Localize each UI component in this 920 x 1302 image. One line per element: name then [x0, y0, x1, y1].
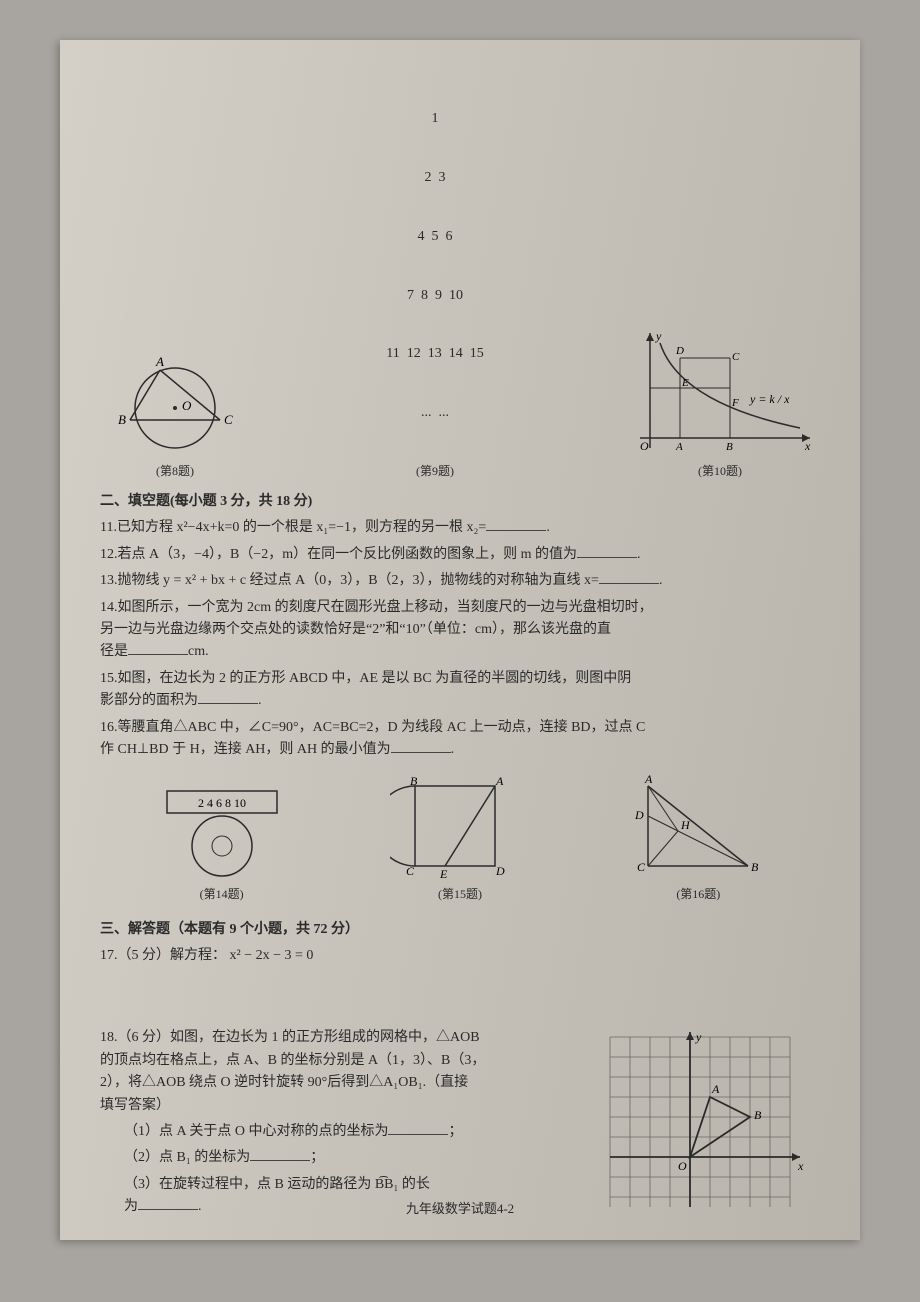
- q18-sub1-text: （1）点 A 关于点 O 中心对称的点的坐标为: [124, 1124, 388, 1139]
- q11-text: 11.已知方程 x²−4x+k=0 的一个根是 x₁=−1，则方程的另一根 x₂…: [100, 520, 486, 535]
- question-15: 15.如图，在边长为 2 的正方形 ABCD 中，AE 是以 BC 为直径的半圆…: [100, 668, 820, 713]
- label-x: x: [797, 1159, 804, 1173]
- label-D: D: [634, 808, 644, 822]
- q14c: 径是: [100, 644, 128, 659]
- q16b: 作 CH⊥BD 于 H，连接 AH，则 AH 的最小值为: [100, 742, 391, 757]
- label-F: F: [731, 397, 739, 409]
- label-O: O: [678, 1159, 687, 1173]
- label-A: A: [155, 354, 164, 369]
- q18-line: 2），将△AOB 绕点 O 逆时针旋转 90°后得到△A₁OB₁.（直接: [100, 1072, 584, 1094]
- q18-sub1: （1）点 A 关于点 O 中心对称的点的坐标为；: [100, 1121, 584, 1143]
- figure-15: B A C D E (第15题): [390, 771, 530, 904]
- triangle-row: ... ...: [386, 403, 483, 423]
- triangle-row: 7 8 9 10: [386, 286, 483, 306]
- figure-9-caption: (第9题): [386, 462, 483, 481]
- figure-14-svg: 2 4 6 8 10: [147, 781, 297, 881]
- label-A: A: [711, 1082, 720, 1096]
- question-13: 13.抛物线 y = x² + bx + c 经过点 A（0，3），B（2，3）…: [100, 570, 820, 592]
- figure-8-caption: (第8题): [100, 462, 250, 481]
- figure-18: O x y A B: [600, 1027, 820, 1225]
- figure-8: O A B C (第8题): [100, 348, 250, 481]
- q18-line: 的顶点均在格点上，点 A、B 的坐标分别是 A（1，3）、B（3，: [100, 1050, 584, 1072]
- label-C: C: [224, 412, 233, 427]
- label-B: B: [754, 1108, 762, 1122]
- q18-line: 填写答案）: [100, 1095, 584, 1117]
- label-B: B: [726, 441, 733, 453]
- label-formula: y = k / x: [749, 392, 790, 406]
- label-y: y: [695, 1030, 702, 1044]
- blank: [391, 739, 451, 753]
- question-11: 11.已知方程 x²−4x+k=0 的一个根是 x₁=−1，则方程的另一根 x₂…: [100, 517, 820, 539]
- blank: [198, 690, 258, 704]
- q15a: 15.如图，在边长为 2 的正方形 ABCD 中，AE 是以 BC 为直径的半圆…: [100, 671, 631, 686]
- q14a: 14.如图所示，一个宽为 2cm 的刻度尺在圆形光盘上移动，当刻度尺的一边与光盘…: [100, 600, 653, 615]
- question-18-text: 18.（6 分）如图，在边长为 1 的正方形组成的网格中，△AOB 的顶点均在格…: [100, 1027, 584, 1225]
- figure-9: 1 2 3 4 5 6 7 8 9 10 11 12 13 14 15 ... …: [386, 70, 483, 481]
- label-E: E: [681, 377, 689, 389]
- blank: [599, 570, 659, 584]
- question-18: 18.（6 分）如图，在边长为 1 的正方形组成的网格中，△AOB 的顶点均在格…: [100, 1027, 820, 1225]
- figure-14: 2 4 6 8 10 (第14题): [147, 781, 297, 904]
- blank: [486, 517, 546, 531]
- label-A: A: [675, 441, 683, 453]
- question-17: 17.（5 分）解方程： x² − 2x − 3 = 0: [100, 945, 820, 967]
- figure-row-top: O A B C (第8题) 1 2 3 4 5 6 7 8 9 10 11 12…: [100, 70, 820, 481]
- section-3-heading: 三、解答题（本题有 9 个小题，共 72 分）: [100, 919, 820, 941]
- blank: [128, 641, 188, 655]
- label-B: B: [410, 774, 418, 788]
- label-x: x: [804, 439, 811, 453]
- figure-16: A B C D H (第16题): [623, 771, 773, 904]
- question-14: 14.如图所示，一个宽为 2cm 的刻度尺在圆形光盘上移动，当刻度尺的一边与光盘…: [100, 597, 820, 664]
- figure-10-caption: (第10题): [620, 462, 820, 481]
- page-footer: 九年级数学试题4-2: [60, 1199, 860, 1220]
- label-H: H: [680, 818, 691, 832]
- label-B: B: [118, 412, 126, 427]
- question-12: 12.若点 A（3，−4），B（−2，m）在同一个反比例函数的图象上，则 m 的…: [100, 544, 820, 566]
- label-E: E: [439, 867, 448, 881]
- label-C: C: [732, 351, 740, 363]
- q18-sub2: （2）点 B₁ 的坐标为；: [100, 1147, 584, 1169]
- triangle-row: 11 12 13 14 15: [386, 344, 483, 364]
- q18-sub3a: （3）在旋转过程中，点 B 运动的路径为 B͡B₁ 的长: [124, 1177, 430, 1192]
- label-C: C: [637, 860, 646, 874]
- label-A: A: [495, 774, 504, 788]
- label-y: y: [655, 329, 662, 343]
- label-O: O: [640, 439, 649, 453]
- figure-15-caption: (第15题): [390, 885, 530, 904]
- blank: [577, 544, 637, 558]
- label-C: C: [406, 864, 415, 878]
- q16a: 16.等腰直角△ABC 中，∠C=90°，AC=BC=2，D 为线段 AC 上一…: [100, 720, 645, 735]
- q14b: 另一边与光盘边缘两个交点处的读数恰好是“2”和“10”（单位：cm），那么该光盘…: [100, 622, 611, 637]
- label-B: B: [751, 860, 759, 874]
- blank: [388, 1121, 448, 1135]
- q13-text: 13.抛物线 y = x² + bx + c 经过点 A（0，3），B（2，3）…: [100, 573, 599, 588]
- figure-18-svg: O x y A B: [600, 1027, 810, 1217]
- figure-8-svg: O A B C: [100, 348, 250, 458]
- section-2-heading: 二、填空题(每小题 3 分，共 18 分): [100, 491, 820, 513]
- exam-page: O A B C (第8题) 1 2 3 4 5 6 7 8 9 10 11 12…: [60, 40, 860, 1240]
- ruler-text: 2 4 6 8 10: [198, 796, 246, 810]
- figure-row-mid: 2 4 6 8 10 (第14题) B A C D E (第15题): [100, 771, 820, 904]
- label-O: O: [182, 398, 192, 413]
- figure-16-svg: A B C D H: [623, 771, 773, 881]
- q14unit: cm.: [188, 644, 209, 659]
- figure-16-caption: (第16题): [623, 885, 773, 904]
- triangle-row: 1: [386, 109, 483, 129]
- triangle-row: 4 5 6: [386, 227, 483, 247]
- label-A: A: [644, 772, 653, 786]
- figure-10: O x y A B C D E F y = k / x (第10题): [620, 328, 820, 481]
- figure-14-caption: (第14题): [147, 885, 297, 904]
- label-D: D: [495, 864, 505, 878]
- question-16: 16.等腰直角△ABC 中，∠C=90°，AC=BC=2，D 为线段 AC 上一…: [100, 717, 820, 762]
- q18-sub2-text: （2）点 B₁ 的坐标为: [124, 1150, 250, 1165]
- blank: [250, 1147, 310, 1161]
- label-D: D: [675, 345, 684, 357]
- q18-line: 18.（6 分）如图，在边长为 1 的正方形组成的网格中，△AOB: [100, 1027, 584, 1049]
- figure-15-svg: B A C D E: [390, 771, 530, 881]
- q12-text: 12.若点 A（3，−4），B（−2，m）在同一个反比例函数的图象上，则 m 的…: [100, 547, 577, 562]
- q15b: 影部分的面积为: [100, 693, 198, 708]
- triangle-row: 2 3: [386, 168, 483, 188]
- figure-10-svg: O x y A B C D E F y = k / x: [620, 328, 820, 458]
